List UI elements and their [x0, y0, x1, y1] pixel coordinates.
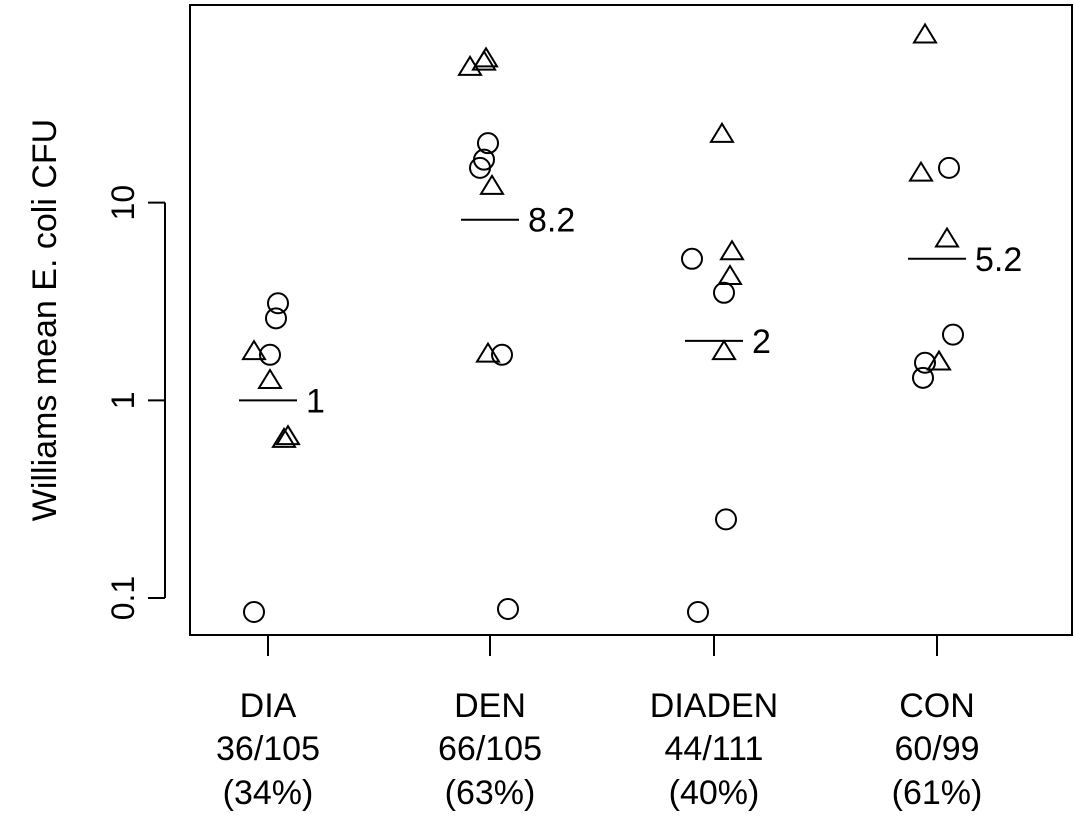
- y-axis-label: Williams mean E. coli CFU: [26, 119, 64, 521]
- median-label: 1: [306, 382, 325, 420]
- x-tick-label-category: DIADEN: [650, 687, 778, 725]
- median-label: 5.2: [975, 241, 1022, 279]
- point-triangle: [912, 22, 938, 44]
- median-markers: 1 8.2 2 5.2: [239, 202, 1022, 420]
- y-tick-label: 10: [105, 185, 141, 221]
- point-triangle: [271, 426, 297, 448]
- point-circle: [243, 600, 265, 623]
- point-circle: [497, 597, 519, 620]
- x-tick-label-percent: (61%): [892, 774, 983, 812]
- x-tick-label-count: 36/105: [216, 730, 320, 768]
- x-tick-label-category: CON: [899, 687, 975, 725]
- point-triangle: [719, 239, 745, 261]
- point-circle: [259, 343, 281, 366]
- x-tick-label-category: DEN: [454, 687, 526, 725]
- data-points: [241, 22, 964, 623]
- y-tick-label: 0.1: [105, 576, 141, 620]
- point-circle: [265, 307, 287, 330]
- point-circle: [715, 508, 737, 531]
- median-label: 8.2: [528, 202, 575, 240]
- point-circle: [938, 156, 960, 179]
- point-triangle: [926, 349, 952, 371]
- median-label: 2: [752, 323, 771, 361]
- point-circle: [681, 247, 703, 270]
- point-circle: [713, 281, 735, 304]
- x-tick-label-percent: (63%): [445, 774, 536, 812]
- point-circle: [914, 351, 936, 374]
- y-axis: 0.1 1 10: [105, 185, 166, 620]
- point-triangle: [475, 341, 501, 363]
- point-triangle: [908, 160, 934, 182]
- x-tick-label-count: 66/105: [438, 730, 542, 768]
- point-circle: [491, 343, 513, 366]
- x-tick-label-category: DIA: [240, 687, 297, 725]
- point-triangle: [934, 226, 960, 248]
- point-circle: [477, 132, 499, 155]
- x-tick-label-count: 44/111: [665, 730, 764, 768]
- point-circle: [473, 148, 495, 171]
- point-triangle: [711, 339, 737, 361]
- point-triangle: [479, 173, 505, 195]
- plot-frame: [189, 4, 1073, 636]
- point-triangle: [473, 46, 499, 68]
- point-triangle: [275, 424, 301, 446]
- point-circle: [912, 366, 934, 389]
- point-triangle: [257, 368, 283, 390]
- point-circle: [687, 600, 709, 623]
- x-tick-label-percent: (34%): [223, 774, 314, 812]
- point-triangle: [241, 339, 267, 361]
- point-triangle: [709, 121, 735, 143]
- x-tick-label-percent: (40%): [669, 774, 760, 812]
- x-tick-label-count: 60/99: [894, 730, 979, 768]
- y-tick-label: 1: [105, 391, 141, 409]
- point-triangle: [717, 264, 743, 285]
- point-circle: [267, 292, 289, 315]
- x-axis: DIA 36/105 (34%) DEN 66/105 (63%) DIADEN 44/111…: [216, 634, 983, 812]
- point-circle: [942, 323, 964, 346]
